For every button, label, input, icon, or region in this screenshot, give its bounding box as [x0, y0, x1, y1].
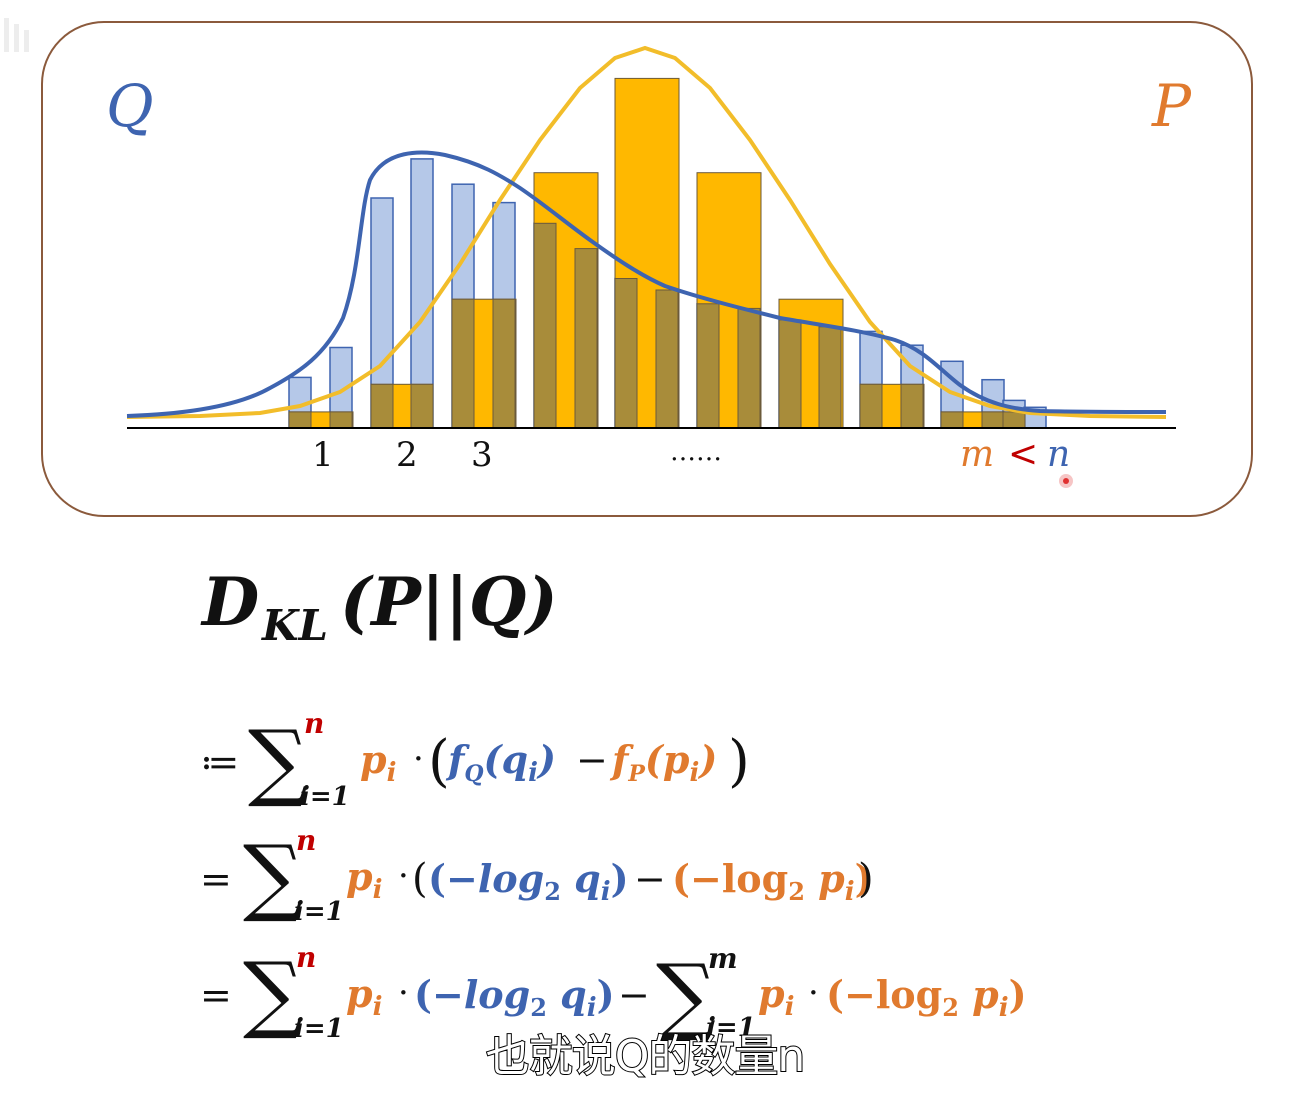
f-q: fQ(qi)	[445, 737, 556, 788]
overlap-bar	[737, 307, 761, 429]
kl-title-args: (P||Q)	[340, 563, 558, 641]
overlap-bar	[940, 411, 964, 429]
dot-operator: ·	[398, 973, 409, 1013]
overlap-bar	[492, 298, 516, 429]
sum-symbol: ∑	[243, 827, 303, 925]
kl-title: D KL (P||Q)	[200, 563, 558, 650]
overlap-bar	[696, 303, 720, 429]
overlap-bar	[778, 319, 802, 429]
neg-log-p: (−log2 pi)	[672, 856, 873, 907]
cursor-marker	[1059, 474, 1073, 488]
overlap-bar	[1002, 411, 1026, 429]
sum-upper: n	[296, 824, 316, 857]
dot-operator-2: ·	[808, 973, 819, 1013]
overlap-bar	[818, 326, 842, 429]
tick-label-3: 3	[471, 435, 493, 475]
sum-symbol-m: ∑	[656, 946, 716, 1044]
neg-log-q: (−log2 qi)	[414, 972, 615, 1023]
sum-lower-m: i=1	[706, 1013, 756, 1043]
overlap-bar	[574, 248, 598, 429]
sum-lower: i=1	[294, 1014, 344, 1044]
paren-close: )	[728, 729, 750, 794]
dot-operator: ·	[413, 739, 424, 779]
overlap-bar	[981, 411, 1005, 429]
minus-operator: −	[576, 738, 608, 782]
formula-line-3: = ∑ n i=1 pi · (−log2 qi) − ∑ m i=1 pi ·…	[200, 941, 1027, 1044]
q-curve	[126, 150, 1167, 418]
neg-log-q: (−log2 qi)	[428, 856, 629, 907]
n-label: n	[1047, 434, 1070, 475]
sum-upper: n	[304, 707, 324, 740]
p-i: pi	[360, 737, 396, 788]
overlap-bar	[329, 411, 353, 429]
p-curve	[126, 45, 1167, 419]
sum-upper-m: m	[708, 942, 738, 975]
dot-operator: ·	[398, 856, 409, 896]
minus-operator: −	[634, 857, 666, 901]
eq-operator: =	[200, 857, 232, 901]
formula-line-2: = ∑ n i=1 pi · ( (−log2 qi) − (−log2 pi)…	[200, 824, 874, 927]
f-p: fP(pi)	[609, 737, 717, 788]
tick-ellipsis: ……	[670, 437, 722, 467]
q-label: Q	[106, 72, 154, 140]
sum-lower: i=1	[294, 897, 344, 927]
overlap-bar	[533, 222, 557, 429]
sum-symbol: ∑	[248, 712, 308, 810]
outer-paren-open: (	[412, 856, 428, 902]
p-label: P	[1151, 72, 1192, 140]
overlap-bar	[288, 411, 312, 429]
tick-label-2: 2	[396, 435, 418, 475]
m-label: m	[960, 434, 994, 475]
overlap-bar	[900, 383, 924, 429]
overlap-bar	[859, 383, 883, 429]
neg-log-p: (−log2 pi)	[826, 972, 1027, 1023]
sum-lower: i=1	[300, 782, 350, 812]
outer-paren-close: )	[858, 856, 874, 902]
kl-title-sub: KL	[261, 601, 328, 650]
eq-operator: =	[200, 973, 232, 1017]
p-i-2: pi	[758, 971, 794, 1022]
defeq-operator: ≔	[200, 740, 239, 784]
watermark-logo	[4, 18, 29, 52]
paren-open: (	[428, 729, 450, 794]
p-i: pi	[346, 971, 382, 1022]
overlap-bar	[410, 383, 434, 429]
overlap-bar	[655, 289, 679, 429]
sum-symbol: ∑	[243, 944, 303, 1042]
formula-line-1: ≔ ∑ n i=1 pi · ( fQ(qi) − fP(pi) )	[200, 707, 750, 812]
sum-upper: n	[296, 941, 316, 974]
overlap-bar	[614, 278, 638, 429]
p-i: pi	[346, 854, 382, 905]
lt-label: <	[1008, 434, 1038, 475]
video-subtitle: 也就说Q的数量n	[485, 1030, 807, 1083]
overlap-bar	[451, 298, 475, 429]
kl-title-d: D	[200, 563, 259, 641]
minus-operator: −	[618, 973, 650, 1017]
overlap-bar	[370, 383, 394, 429]
tick-label-1: 1	[312, 435, 334, 475]
